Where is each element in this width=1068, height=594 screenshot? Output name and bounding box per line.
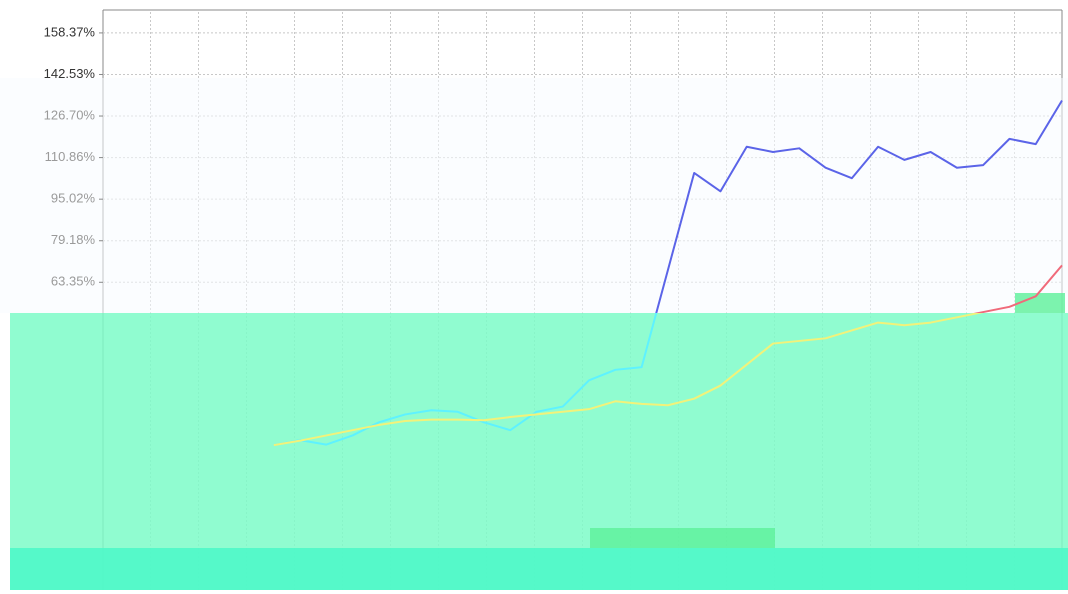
- y-tick-label: 63.35%: [51, 274, 96, 289]
- y-tick-label: 95.02%: [51, 191, 96, 206]
- y-tick-label: 110.86%: [45, 149, 96, 164]
- y-tick-labels: 158.37% 142.53% 126.70% 110.86% 95.02% 79.18%…: [44, 24, 103, 289]
- y-tick-label: 126.70%: [44, 107, 96, 122]
- glitch-overlay: [10, 313, 1068, 590]
- glitch-band: [10, 548, 1068, 590]
- pale-overlay: [0, 78, 1068, 313]
- y-tick-label: 158.37%: [44, 24, 96, 39]
- series-line: [273, 264, 1063, 447]
- y-tick-label: 79.18%: [51, 232, 96, 247]
- line-layer: [273, 100, 1063, 447]
- glitch-block: [1015, 293, 1065, 313]
- y-tick-label: 142.53%: [44, 66, 96, 81]
- series-line: [273, 100, 1063, 447]
- glitch-block: [590, 528, 775, 548]
